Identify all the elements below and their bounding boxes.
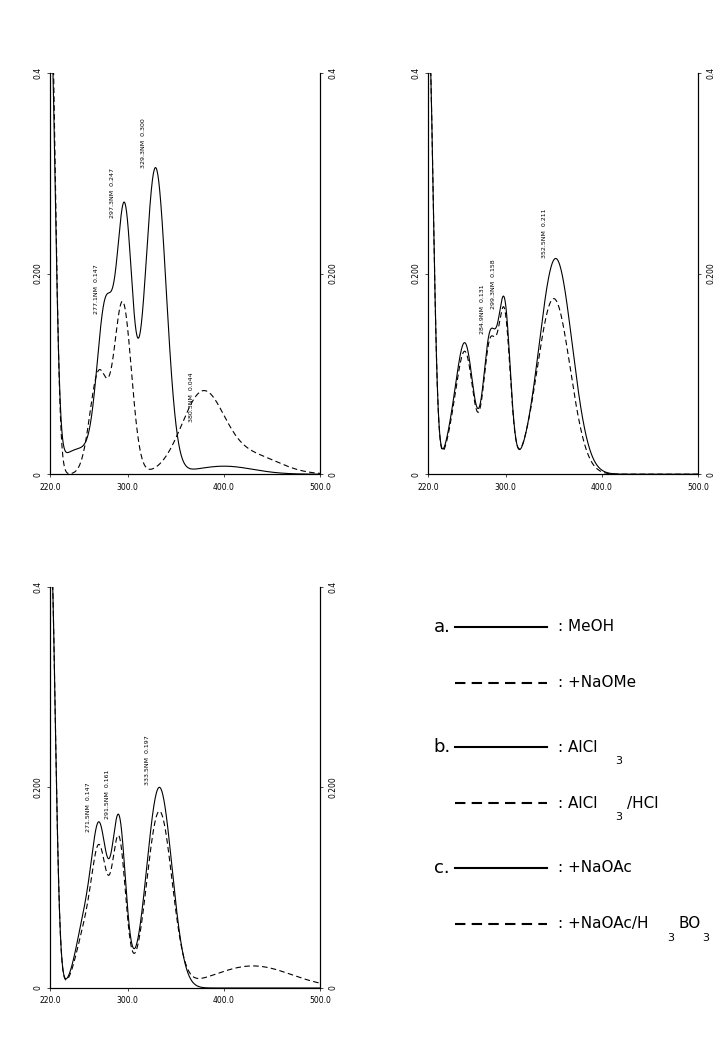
Text: 277.1NM  0.147: 277.1NM 0.147: [94, 264, 99, 314]
Text: /HCl: /HCl: [627, 796, 658, 811]
Text: : AlCl: : AlCl: [558, 796, 598, 811]
Text: 333.5NM  0.197: 333.5NM 0.197: [145, 735, 150, 785]
Text: c.: c.: [433, 859, 449, 877]
Text: 284.9NM  0.131: 284.9NM 0.131: [480, 284, 485, 334]
Text: a.: a.: [433, 618, 451, 635]
Text: 3: 3: [703, 933, 709, 943]
Text: b.: b.: [433, 738, 451, 756]
Text: 3: 3: [615, 812, 621, 823]
Text: 299.3NM  0.158: 299.3NM 0.158: [492, 259, 497, 309]
Text: 3: 3: [667, 933, 675, 943]
Text: : AlCl: : AlCl: [558, 739, 598, 755]
Text: BO: BO: [678, 916, 701, 931]
Text: 291.5NM  0.161: 291.5NM 0.161: [105, 770, 109, 820]
Text: 3: 3: [615, 756, 621, 766]
Text: : +NaOAc/H: : +NaOAc/H: [558, 916, 649, 931]
Text: : MeOH: : MeOH: [558, 619, 614, 634]
Text: : +NaOMe: : +NaOMe: [558, 675, 636, 691]
Text: 297.3NM  0.247: 297.3NM 0.247: [109, 168, 114, 218]
Text: 271.5NM  0.147: 271.5NM 0.147: [86, 783, 91, 832]
Text: 380.3NM  0.044: 380.3NM 0.044: [189, 372, 194, 422]
Text: 329.3NM  0.300: 329.3NM 0.300: [141, 119, 146, 168]
Text: : +NaOAc: : +NaOAc: [558, 860, 632, 875]
Text: 352.5NM  0.211: 352.5NM 0.211: [541, 209, 546, 259]
